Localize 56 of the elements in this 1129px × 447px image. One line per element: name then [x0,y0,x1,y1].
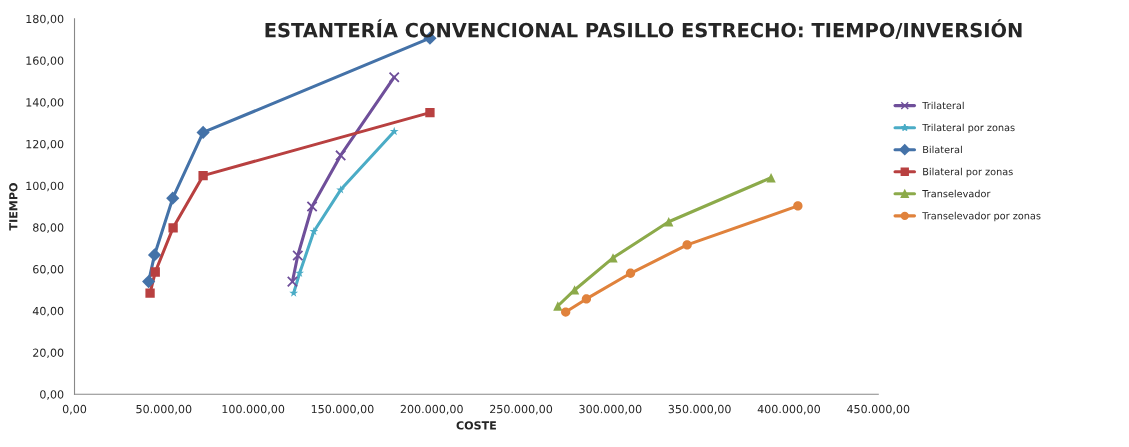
point [682,240,692,250]
y-tick-label: 40,00 [32,306,64,317]
y-tick-label: 0,00 [40,390,64,400]
y-tick-label: 160,00 [26,56,64,67]
y-axis-title: TIEMPO [9,183,18,231]
y-tick-label: 60,00 [33,265,64,275]
x-tick-label: 100.000,00 [222,404,285,415]
legend-label: Transelevador por zonas [922,211,1041,222]
point [309,226,319,236]
point [166,191,180,205]
point [150,267,160,277]
point [335,149,347,161]
x-tick-label: 400.000,00 [757,404,821,415]
point [793,201,803,211]
point [147,248,162,262]
legend-label: Bilateral [923,145,962,154]
point [581,294,592,304]
y-tick-label: 20,00 [33,348,64,359]
y-tick-label: 100,00 [26,181,64,192]
x-tick-label: 350.000,00 [668,404,731,415]
point [553,301,563,311]
y-tick-label: 120,00 [26,139,64,150]
legend-label: Bilateral por zonas [923,167,1013,178]
x-axis-title: COSTE [456,421,496,430]
x-tick-label: 450.000,00 [846,404,910,415]
point [168,223,178,233]
point [608,253,618,263]
point [142,275,156,289]
point [561,307,571,317]
point [625,268,636,278]
point [389,126,399,136]
point [286,276,298,288]
point [425,107,435,118]
chart-title: ESTANTERÍA CONVENCIONAL PASILLO ESTRECHO: TIEMPO/INVERSIÓN [265,19,1022,39]
x-tick-label: 200.000,00 [400,404,463,415]
point [292,249,304,262]
x-tick-label: 250.000,00 [490,404,553,415]
point [196,125,210,140]
point [289,288,299,297]
legend-label: Transelevador [922,189,991,198]
y-tick-label: 180,00 [26,14,64,25]
point [198,170,208,181]
x-tick-label: 300.000,00 [579,404,642,415]
x-tick-label: 150.000,00 [311,404,374,415]
y-tick-label: 80,00 [33,223,64,233]
x-tick-label: 50.000,00 [136,404,192,415]
point [295,268,304,278]
x-tick-label: 0,00 [62,404,87,415]
point [336,185,346,194]
point [766,173,776,183]
legend-label: Trilateral [922,101,964,110]
point [306,200,318,213]
point [145,288,155,298]
legend-label: Trilateral por zonas [922,123,1015,134]
point [388,71,400,83]
y-tick-label: 140,00 [26,98,64,108]
